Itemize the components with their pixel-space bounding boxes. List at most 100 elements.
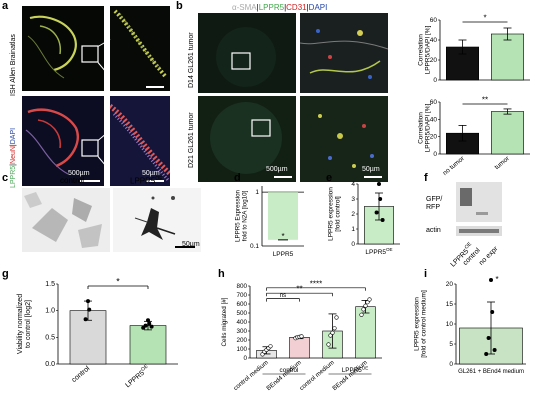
panel-letter-g: g: [2, 268, 9, 280]
data-point: [326, 342, 331, 347]
data-point: [334, 315, 339, 320]
y-axis-label: CorrelationLPPR5/DAPI [%]: [417, 103, 431, 152]
bar: [69, 310, 107, 365]
micrograph-stain-zoom: 50µm: [110, 96, 170, 186]
y-tick-label: 0: [449, 361, 453, 368]
y-tick-label: 10: [446, 321, 454, 328]
y-tick-label: 1: [255, 189, 259, 196]
data-point: [377, 182, 381, 186]
blot-band-actin: [459, 229, 499, 233]
significance-label: **: [482, 96, 488, 105]
data-point: [374, 210, 379, 215]
data-point: [330, 330, 335, 335]
panel-c-oe-sup: OE: [155, 176, 163, 182]
y-tick-label: 700: [236, 292, 247, 299]
y-tick-label: 1.0: [45, 308, 55, 315]
x-tick-label: GL261 + BEnd4 medium: [458, 369, 524, 375]
y-tick-label: 2: [351, 211, 355, 218]
hippocampus-stain-image: [25, 108, 99, 175]
panel-letter-f: f: [424, 172, 428, 184]
scale-text-a-small: 50µm: [142, 170, 160, 177]
scale-text-c: 50µm: [182, 241, 200, 248]
data-point: [361, 307, 366, 312]
d21-zoom-image: [300, 96, 388, 182]
western-blot-actin: [456, 226, 502, 236]
y-tick-label: 0.0: [45, 361, 55, 368]
y-tick-label: 0: [433, 77, 437, 84]
group-label-lppr5: LPPR5OE: [342, 366, 368, 375]
header-cd31: CD31: [286, 3, 307, 12]
x-tick-label: LPPR5OE: [123, 363, 152, 389]
data-point: [86, 299, 90, 304]
panel-a-row-label-ish: ISH Allen Brainatlas: [10, 34, 17, 96]
significance-label: *: [483, 14, 486, 23]
data-point: [484, 352, 489, 356]
y-tick-label: 0.1: [250, 243, 259, 250]
header-asma: α-SMA: [232, 3, 257, 12]
data-point: [489, 278, 493, 282]
x-tick-label: control medium: [232, 359, 269, 392]
d21-overview-image: [198, 96, 296, 182]
control-cells-image: [24, 192, 102, 248]
y-tick-label: 600: [236, 301, 247, 308]
group-label-control: control: [280, 367, 299, 374]
scalebar-b-big: [274, 176, 292, 178]
blot-label-gfp: GFP/ RFP: [426, 196, 442, 212]
data-point: [146, 318, 150, 323]
data-point: [378, 197, 383, 201]
scale-text-a-big: 500µm: [68, 170, 90, 177]
y-tick-label: 0: [433, 151, 437, 158]
panel-a-row-label-stain: LPPR5|NeuN|DAPI: [10, 127, 17, 188]
y-tick-label: 1.5: [45, 281, 55, 288]
data-point: [367, 297, 372, 302]
x-tick-label: control medium: [298, 359, 335, 392]
label-lppr5: LPPR5: [10, 165, 17, 188]
micrograph-d21-overview: 500µm: [198, 96, 296, 182]
bar: [491, 111, 525, 155]
d14-overview-image: [198, 13, 296, 93]
x-tick-label: BEnd4 medium: [331, 359, 368, 392]
y-tick-label: 20: [430, 134, 438, 141]
scalebar-b-small: [364, 176, 382, 178]
data-point: [141, 325, 146, 330]
western-blot-gfp: [456, 182, 502, 222]
scalebar-a-top: [146, 86, 164, 88]
data-marker: *: [495, 275, 498, 284]
y-axis-label: LPPR5 expression[fold control]: [327, 187, 341, 241]
data-point: [365, 300, 370, 305]
micrograph-ish-zoom: [110, 6, 170, 91]
stain-zoom-image: [110, 104, 170, 181]
y-tick-label: 0: [243, 355, 247, 362]
micrograph-lppr5-cells: [113, 188, 201, 252]
label-dapi: DAPI: [10, 127, 17, 145]
y-tick-label: 20: [430, 57, 438, 64]
data-point: [328, 333, 333, 338]
data-point: [87, 307, 92, 312]
y-tick-label: 400: [236, 319, 247, 326]
scale-text-b-small: 50µm: [362, 166, 380, 173]
header-dapi: DAPI: [308, 3, 328, 12]
panel-letter-i: i: [424, 268, 428, 280]
data-point: [492, 348, 497, 352]
y-axis-label: Cells migrated [#]: [221, 297, 228, 346]
blot-label-gfp-text: GFP/: [426, 196, 443, 203]
bar: [129, 325, 167, 365]
data-point: [83, 317, 88, 322]
scalebar-a-bottom-left: [80, 180, 100, 182]
panel-b-channel-header: α-SMA|LPPR5|CD31|DAPI: [232, 3, 328, 12]
y-tick-label: 0.5: [45, 334, 55, 341]
panel-c-label-lppr5: LPPR5OE: [130, 176, 163, 186]
data-point: [147, 321, 152, 326]
data-marker: *: [281, 232, 284, 241]
ish-zoom-image: [113, 9, 167, 78]
data-point: [149, 324, 154, 329]
x-tick-label: tumor: [494, 155, 512, 172]
panel-letter-b: b: [176, 0, 183, 12]
y-tick-label: 60: [430, 99, 438, 106]
micrograph-d14-overview: [198, 13, 296, 93]
micrograph-d14-zoom: [300, 13, 388, 93]
x-tick-label: no tumor: [442, 155, 467, 177]
y-tick-label: 3: [351, 196, 355, 203]
y-tick-label: 500: [236, 310, 247, 317]
